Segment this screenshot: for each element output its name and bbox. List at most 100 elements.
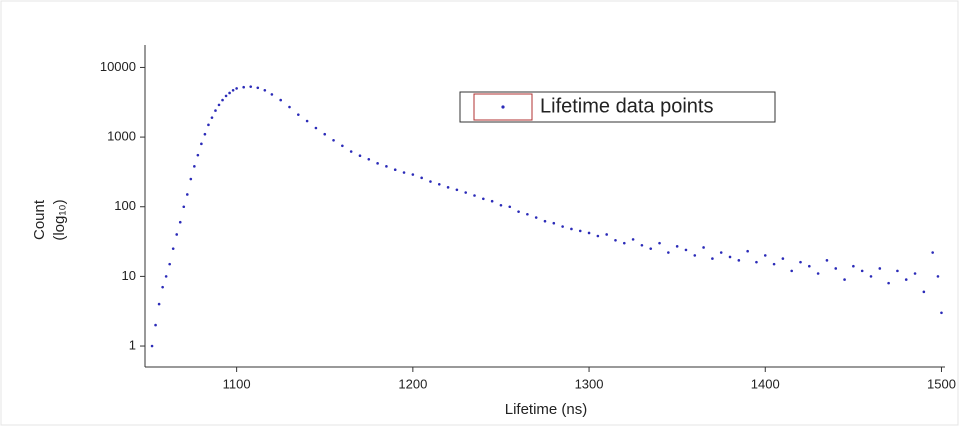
legend-symbol-box (473, 93, 533, 121)
x-tick-label: 1500 (927, 376, 956, 391)
data-point (196, 153, 200, 157)
data-point (913, 272, 917, 275)
data-point (235, 87, 238, 90)
data-point (185, 193, 189, 196)
data-point (314, 126, 318, 130)
data-point (171, 247, 175, 250)
data-point (596, 234, 600, 238)
data-point (781, 257, 785, 260)
data-point (305, 119, 309, 123)
data-point (157, 302, 161, 306)
data-point (896, 269, 899, 273)
data-point (852, 264, 855, 268)
data-point (341, 144, 344, 148)
data-point (189, 177, 193, 181)
data-point (164, 275, 168, 278)
legend-box (459, 91, 776, 123)
data-point (411, 173, 415, 176)
data-point (834, 267, 838, 270)
data-point (658, 241, 661, 245)
y-tick-label: 100 (114, 198, 136, 213)
data-point (508, 205, 512, 209)
data-point (763, 254, 767, 257)
data-point (702, 246, 705, 249)
data-point (297, 113, 300, 116)
data-point (242, 85, 245, 89)
x-tick-label: 1400 (751, 376, 780, 391)
y-tick-label: 1 (129, 337, 136, 352)
data-point (649, 247, 653, 250)
x-tick-label: 1300 (575, 376, 604, 391)
data-point (843, 278, 846, 281)
data-point (816, 272, 820, 275)
data-point (737, 259, 741, 262)
data-point (587, 231, 591, 235)
data-point (614, 238, 617, 242)
data-point (393, 168, 397, 172)
data-point (640, 243, 644, 247)
data-point (323, 132, 327, 136)
data-point (214, 109, 217, 112)
data-point (256, 86, 260, 90)
data-point (517, 210, 520, 213)
data-point (605, 233, 608, 236)
data-point (437, 182, 441, 186)
data-point (887, 281, 890, 285)
data-point (464, 191, 468, 194)
data-point (420, 176, 423, 180)
data-point (175, 233, 179, 236)
data-point (203, 132, 207, 136)
data-point (904, 278, 908, 281)
y-tick-label: 1000 (107, 129, 136, 144)
x-tick-label: 1200 (398, 376, 427, 391)
data-point (684, 248, 688, 252)
data-point (746, 249, 749, 253)
data-point (161, 285, 164, 289)
data-point (543, 219, 547, 223)
data-point (755, 260, 758, 264)
data-point (552, 221, 556, 225)
data-point (200, 142, 203, 146)
data-point (263, 88, 267, 92)
data-point (719, 251, 723, 254)
data-point (622, 241, 626, 245)
data-point (561, 225, 564, 228)
data-point (482, 197, 485, 201)
data-point (279, 98, 282, 102)
data-point (878, 267, 882, 270)
data-point (693, 254, 697, 257)
legend: Lifetime data points (459, 91, 776, 123)
data-point (288, 105, 291, 109)
data-point (808, 264, 811, 268)
data-point (182, 205, 186, 209)
x-tick-label: 1100 (223, 376, 251, 391)
data-point (860, 269, 864, 273)
data-point (231, 88, 235, 92)
data-point (922, 290, 926, 294)
data-point (799, 260, 802, 264)
legend-label: Lifetime data points (540, 95, 713, 117)
data-point (631, 238, 635, 241)
data-point (367, 157, 371, 161)
data-point (221, 98, 224, 102)
data-point (728, 255, 732, 259)
data-point (534, 216, 538, 219)
data-point (210, 116, 214, 119)
data-point (228, 91, 231, 95)
y-axis-label: Count (31, 199, 48, 240)
data-point (446, 186, 450, 189)
data-point (931, 251, 934, 254)
data-point (217, 103, 221, 107)
data-point (207, 123, 210, 127)
data-point (711, 257, 714, 260)
data-point (578, 229, 582, 233)
data-point (168, 262, 171, 266)
data-point (869, 275, 873, 278)
data-point (402, 171, 406, 174)
data-point (429, 180, 432, 183)
data-point (772, 262, 776, 266)
y-tick-label: 10000 (100, 59, 136, 74)
data-point (150, 344, 154, 348)
data-point (825, 259, 829, 262)
data-point (526, 212, 529, 216)
